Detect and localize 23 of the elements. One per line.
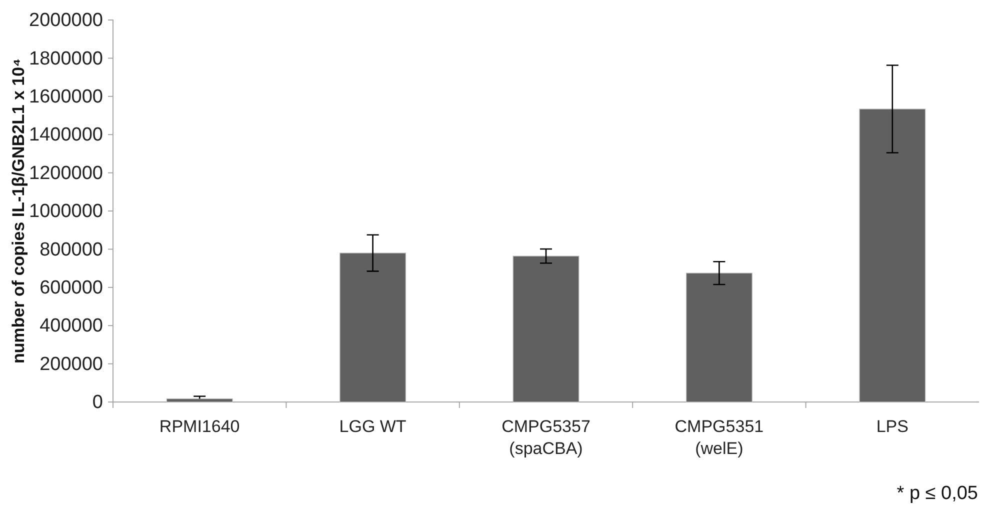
y-tick-label: 1200000 [29, 162, 103, 184]
y-tick-label: 800000 [40, 239, 103, 260]
bar [512, 256, 580, 402]
x-tick-label: CMPG5351 (welE) [674, 417, 764, 458]
x-tick-label: LPS [876, 417, 908, 436]
text: * p ≤ 0,05 [896, 483, 978, 504]
y-tick-label: 400000 [40, 316, 103, 337]
y-axis-title: number of copies IL-1β/GNB2L1 x 10⁴ [9, 58, 28, 364]
y-tick-label: 200000 [40, 354, 103, 375]
x-tick-label: RPMI1640 [159, 417, 240, 436]
y-tick-label: 2000000 [29, 10, 103, 32]
y-tick-label: 1400000 [29, 124, 103, 146]
y-tick-label: 600000 [40, 277, 103, 298]
bar [859, 108, 926, 402]
y-tick-label: 1800000 [29, 48, 103, 70]
bar [686, 272, 752, 402]
y-tick-label: 0 [92, 392, 103, 414]
x-tick-label: LGG WT [339, 417, 406, 436]
y-tick-label: 1600000 [29, 86, 103, 108]
bar [340, 252, 406, 402]
x-tick-label: CMPG5357 (spaCBA) [502, 417, 590, 458]
bar [166, 398, 233, 402]
y-tick-label: 1000000 [29, 201, 103, 222]
